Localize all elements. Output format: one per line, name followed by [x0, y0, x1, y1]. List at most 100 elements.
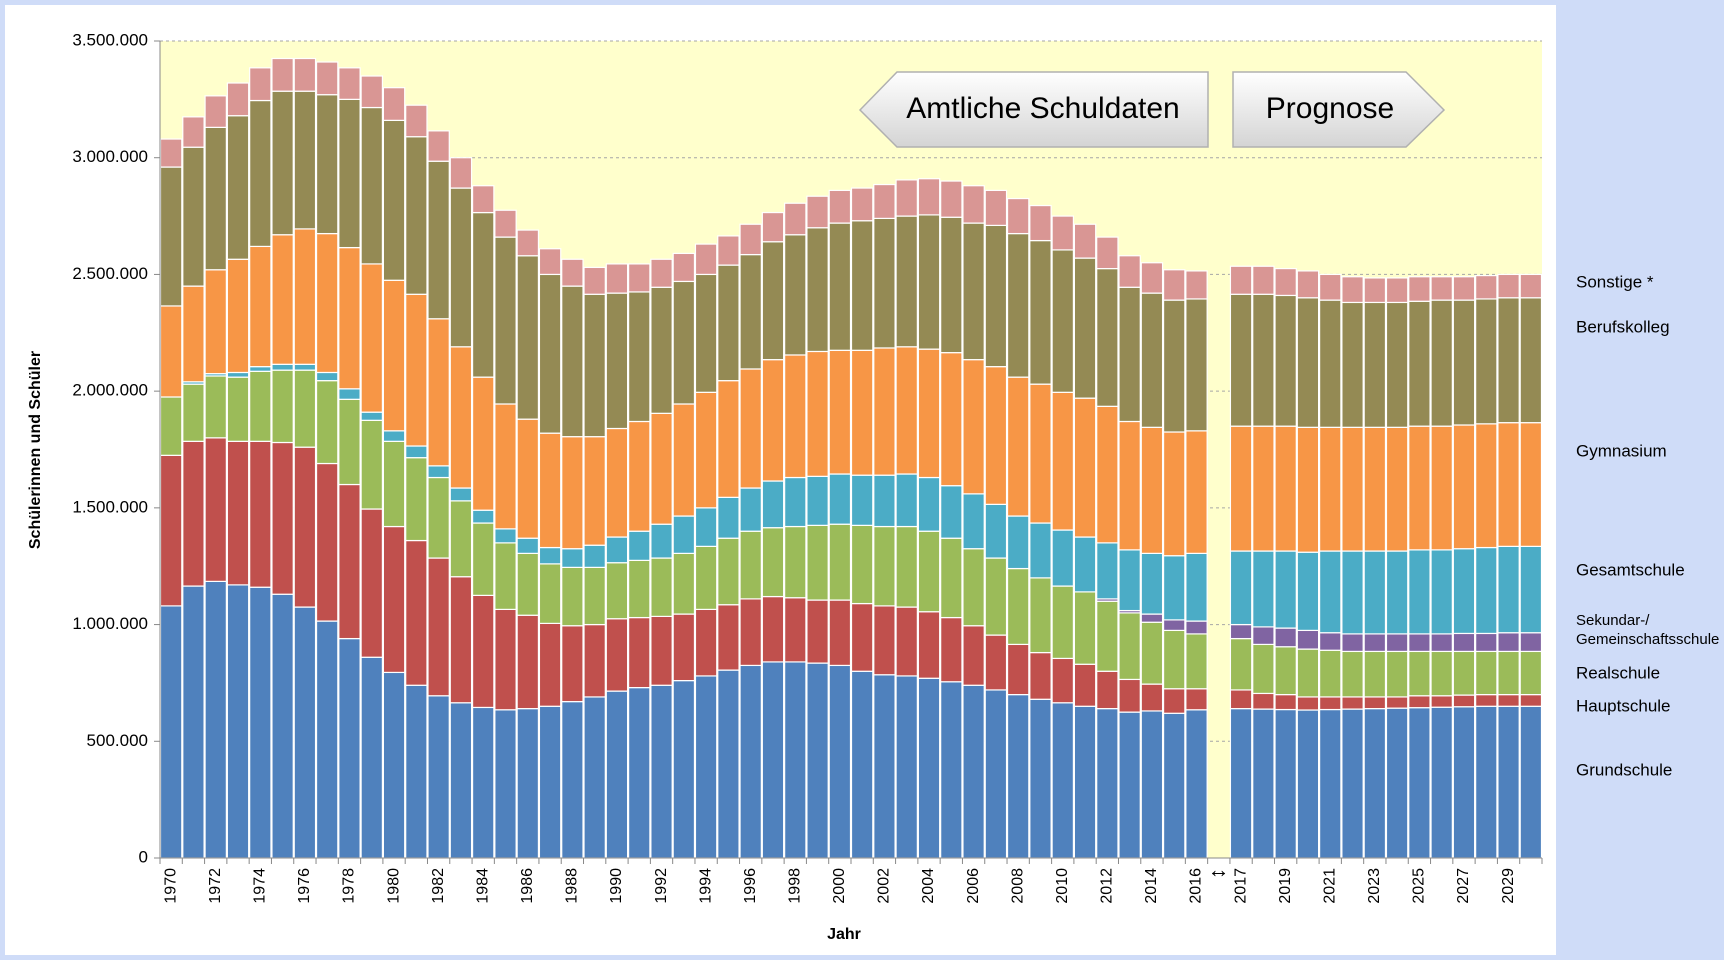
bar-segment [204, 126, 227, 271]
bar-segment [873, 217, 896, 349]
bar-segment [1118, 255, 1141, 288]
bar-segment [1073, 397, 1097, 538]
bar-segment [494, 528, 517, 544]
x-tick-label: 2010 [1054, 868, 1071, 904]
bar-segment [650, 258, 673, 288]
bar-segment [828, 349, 852, 475]
legend-entry: Realschule [1576, 663, 1661, 683]
bar-segment [427, 465, 450, 479]
bar-segment [1497, 650, 1520, 696]
bar-segment [1430, 549, 1453, 635]
bar-segment [315, 61, 339, 96]
bar-segment [360, 508, 384, 658]
bar-segment [1475, 650, 1498, 696]
bar-segment [717, 264, 740, 382]
bar-segment [226, 440, 250, 586]
x-tick-label: 2016 [1188, 868, 1205, 904]
bar-segment [1341, 426, 1364, 552]
bar-segment [895, 473, 918, 528]
bar-segment [694, 545, 718, 610]
bar-segment [159, 396, 183, 456]
bar-segment [382, 525, 406, 674]
bar-segment [1073, 591, 1097, 665]
bar-segment [159, 454, 183, 607]
annotation: Prognose [1266, 92, 1394, 125]
bar-segment [204, 437, 227, 582]
bar-segment [1029, 651, 1052, 700]
x-tick-label: 1996 [742, 868, 759, 904]
x-tick-label: 1978 [341, 868, 358, 904]
bar-segment [761, 527, 785, 598]
bar-segment [1185, 298, 1208, 432]
bar-segment [293, 90, 317, 230]
bar-segment [360, 263, 384, 413]
bar-segment [962, 493, 985, 550]
bar-segment [538, 563, 562, 625]
bar-segment [1430, 706, 1453, 859]
bar-segment [917, 348, 941, 479]
bar-segment [293, 57, 317, 92]
bar-segment [1341, 301, 1364, 428]
bar-segment [226, 371, 250, 378]
bar-segment [159, 138, 183, 168]
bar-segment [583, 696, 606, 859]
bar-segment [1430, 299, 1453, 427]
bar-segment [1318, 273, 1342, 301]
bar-segment [1274, 646, 1297, 696]
bar-segment [1408, 300, 1431, 427]
bar-segment [984, 189, 1008, 227]
bar-segment [1318, 426, 1342, 552]
bar-segment [293, 369, 317, 448]
x-tick-label: 2012 [1099, 868, 1116, 904]
bar-segment [360, 106, 384, 265]
x-tick-label: 1990 [608, 868, 625, 904]
bar-segment [315, 94, 339, 235]
bar-segment [672, 280, 696, 405]
bar-segment [1519, 693, 1543, 707]
x-tick-label: 1998 [786, 868, 803, 904]
bar-segment [1408, 707, 1431, 859]
bar-segment [405, 136, 428, 295]
bar-segment [917, 611, 941, 679]
bar-segment [494, 403, 517, 530]
x-tick-label: 1970 [162, 868, 179, 904]
bar-segment [1318, 696, 1342, 711]
bar-segment [1318, 299, 1342, 428]
bar-segment [1497, 297, 1520, 424]
bar-segment [1185, 430, 1208, 554]
bar-segment [1475, 423, 1498, 549]
bar-segment [1051, 391, 1075, 531]
bar-segment [694, 391, 718, 509]
bar-segment [182, 116, 205, 148]
bar-segment [1408, 276, 1431, 302]
bar-segment [1096, 600, 1119, 672]
bar-segment [627, 291, 651, 423]
bar-segment [850, 670, 874, 859]
bar-segment [828, 473, 852, 525]
bar-segment [895, 675, 918, 859]
bar-segment [784, 476, 807, 528]
bar-segment [494, 542, 517, 610]
bar-segment [1274, 550, 1297, 629]
x-tick-label: 2023 [1366, 868, 1383, 904]
bar-segment [962, 185, 985, 224]
bar-segment [1118, 678, 1141, 713]
bar-segment [605, 536, 629, 564]
bar-segment [1475, 693, 1498, 707]
bar-segment [784, 597, 807, 663]
bar-segment [315, 620, 339, 859]
bar-segment [1051, 215, 1075, 251]
bar-segment [405, 539, 428, 686]
bar-segment [806, 195, 829, 229]
bar-segment [1408, 650, 1431, 697]
bar-segment [940, 537, 963, 619]
x-tick-label: 1986 [519, 868, 536, 904]
bar-segment [449, 500, 473, 578]
bar-segment [1452, 276, 1476, 301]
bar-segment [1385, 550, 1409, 635]
bar-segment [405, 293, 428, 447]
bar-segment [917, 530, 941, 613]
bar-segment [1475, 546, 1498, 635]
bar-segment [583, 623, 606, 698]
